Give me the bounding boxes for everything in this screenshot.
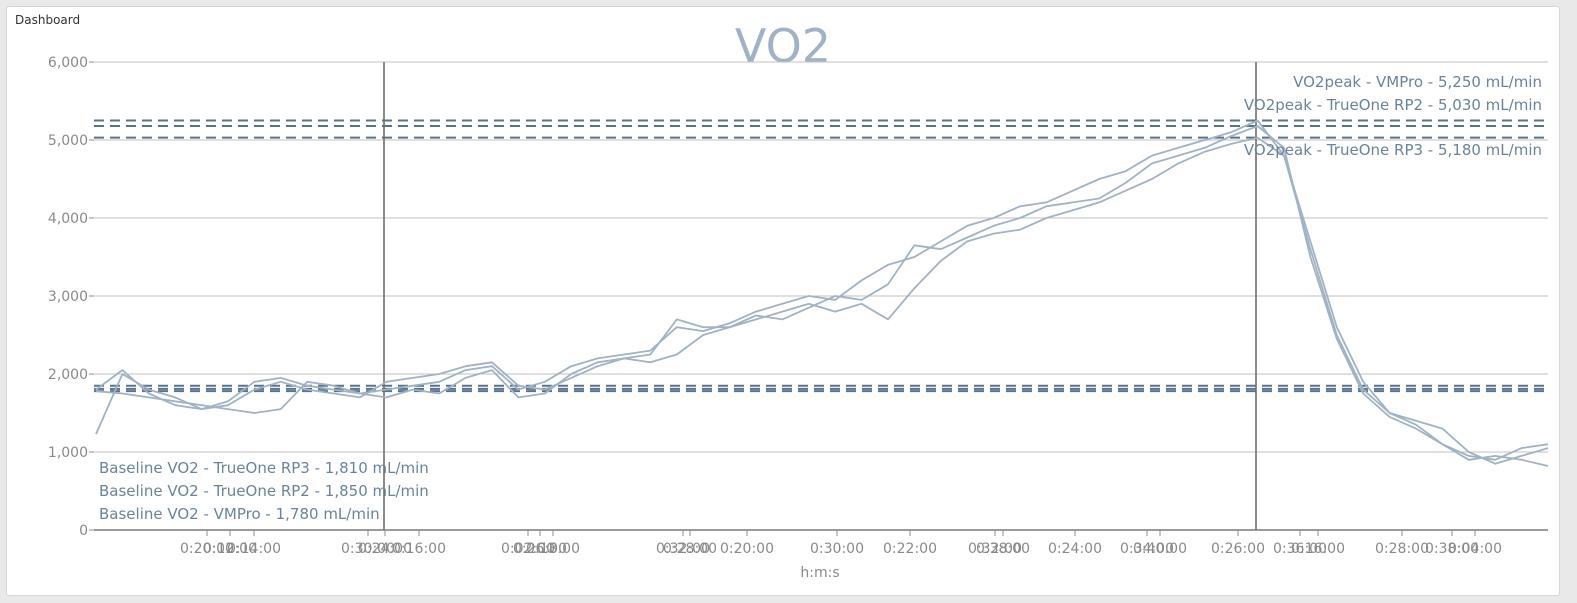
x-axis: 0:20:000:12:000:14:00 0:30:000:24:000:16:… [180,530,1502,557]
data-series [95,119,1549,467]
series-line-trueone-rp3[interactable] [95,125,1549,467]
x-tick-label: 0:20:00 [180,541,234,557]
x-tick-label: 0:12:00 [203,541,257,557]
x-tick-label: 0:34:00 [1120,541,1174,557]
series-line-vmpro[interactable] [95,119,1549,461]
y-tick-label: 5,000 [48,133,88,149]
panel-title: Dashboard [15,13,81,27]
x-tick-label: 0:32:00 [656,541,710,557]
x-tick-label: 0:38:00 [976,541,1030,557]
x-tick-label: 0:02:00 [501,541,555,557]
x-tick-label: 0:36:00 [1273,541,1327,557]
y-tick-label: 2,000 [48,367,88,383]
x-tick-label: 0:18:00 [526,541,580,557]
x-tick-label: 0:28:00 [663,541,717,557]
y-tick-label: 0 [79,523,88,539]
baseline-label: Baseline VO2 - TrueOne RP2 - 1,850 mL/mi… [99,482,429,500]
vo2peak-label: VO2peak - TrueOne RP2 - 5,030 mL/min [1244,96,1542,114]
x-tick-label: 0:38:00 [1425,541,1479,557]
vo2peak-label: VO2peak - VMPro - 5,250 mL/min [1293,73,1542,91]
y-tick-label: 1,000 [48,445,88,461]
x-tick-label: 0:26:00 [513,541,567,557]
vertical-markers [383,62,1257,530]
y-axis: 0 1,000 2,000 3,000 4,000 5,000 6,000 [48,55,94,539]
x-tick-label: 0:24:00 [358,541,412,557]
x-tick-label: 0:28:00 [1375,541,1429,557]
x-tick-label: 0:20:00 [720,541,774,557]
chart-title: VO2 [735,19,831,73]
baseline-label: Baseline VO2 - VMPro - 1,780 mL/min [99,505,380,523]
x-tick-label: 0:30:00 [341,541,395,557]
x-tick-label: 0:40:00 [1133,541,1187,557]
series-line-trueone-rp2[interactable] [95,136,1549,465]
x-tick-label: 0:22:00 [883,541,937,557]
reference-labels: VO2peak - VMPro - 5,250 mL/min VO2peak - … [99,73,1542,523]
y-tick-label: 4,000 [48,211,88,227]
x-tick-label: 0:24:00 [1048,541,1102,557]
dashboard-panel: Dashboard [6,6,1560,596]
y-tick-label: 6,000 [48,55,88,71]
x-tick-label: 0:04:00 [1448,541,1502,557]
x-tick-label: 0:16:00 [1291,541,1345,557]
x-tick-label: 0:16:00 [392,541,446,557]
x-tick-label: 0:32:00 [968,541,1022,557]
gridlines [94,61,1548,531]
baseline-label: Baseline VO2 - TrueOne RP3 - 1,810 mL/mi… [99,459,429,477]
x-tick-label: 0:14:00 [227,541,281,557]
vo2peak-label: VO2peak - TrueOne RP3 - 5,180 mL/min [1244,141,1542,159]
y-tick-label: 3,000 [48,289,88,305]
x-tick-label: 0:26:00 [1211,541,1265,557]
x-tick-label: 0:30:00 [810,541,864,557]
x-axis-title: h:m:s [800,565,839,581]
reference-lines [94,119,1548,393]
